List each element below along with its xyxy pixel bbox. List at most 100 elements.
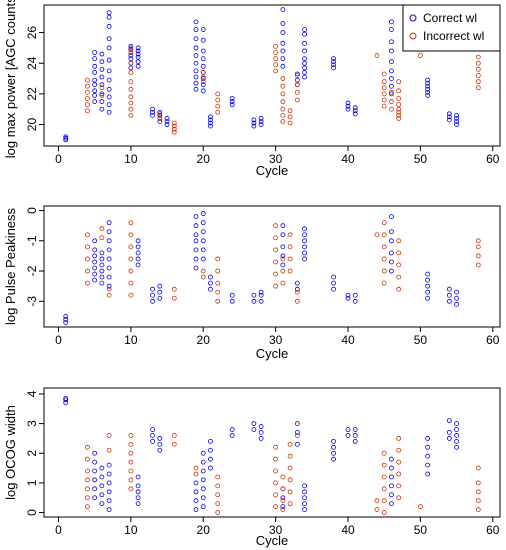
data-point bbox=[294, 433, 300, 438]
plot-frame bbox=[43, 205, 501, 328]
data-point bbox=[106, 462, 112, 468]
data-point bbox=[150, 427, 155, 432]
data-point bbox=[345, 433, 351, 438]
data-point bbox=[193, 465, 199, 471]
data-point bbox=[345, 100, 351, 106]
data-point bbox=[135, 48, 141, 54]
data-point bbox=[280, 474, 286, 480]
data-point bbox=[302, 501, 307, 507]
data-point bbox=[85, 495, 90, 501]
data-point bbox=[135, 59, 141, 65]
data-point bbox=[106, 247, 112, 253]
data-point bbox=[345, 295, 351, 301]
data-point bbox=[106, 68, 112, 74]
legend-entry: Correct wl bbox=[423, 11, 477, 25]
data-point bbox=[63, 134, 69, 140]
data-point bbox=[200, 504, 206, 510]
data-point bbox=[157, 441, 163, 447]
data-point bbox=[287, 441, 293, 447]
data-point bbox=[258, 289, 264, 295]
data-point bbox=[164, 119, 170, 124]
x-tick-label: 50 bbox=[414, 523, 428, 537]
data-point bbox=[128, 56, 134, 62]
data-point bbox=[106, 14, 112, 20]
data-point bbox=[215, 97, 221, 103]
data-point bbox=[294, 430, 300, 435]
data-point bbox=[135, 45, 141, 51]
data-point bbox=[294, 82, 300, 88]
data-point bbox=[396, 447, 402, 453]
data-point bbox=[381, 268, 387, 274]
data-point bbox=[99, 106, 105, 112]
data-point bbox=[475, 238, 481, 244]
data-point bbox=[200, 74, 206, 80]
data-point bbox=[193, 214, 199, 219]
data-point bbox=[200, 256, 206, 262]
data-point bbox=[157, 112, 163, 118]
data-point bbox=[135, 238, 141, 244]
data-point bbox=[302, 48, 307, 54]
data-point bbox=[99, 474, 105, 480]
data-point bbox=[374, 507, 380, 512]
data-point bbox=[302, 226, 307, 232]
data-point bbox=[280, 83, 286, 89]
data-point bbox=[106, 265, 112, 271]
data-point bbox=[128, 459, 134, 465]
data-point bbox=[150, 292, 155, 298]
data-point bbox=[85, 108, 90, 114]
data-point bbox=[302, 31, 307, 37]
data-point bbox=[273, 56, 279, 62]
data-point bbox=[215, 510, 221, 515]
data-point bbox=[200, 63, 206, 69]
data-point bbox=[215, 474, 221, 480]
data-point bbox=[128, 220, 134, 226]
data-point bbox=[135, 63, 141, 69]
data-point bbox=[396, 116, 402, 121]
data-point bbox=[425, 283, 431, 289]
data-point bbox=[454, 289, 459, 295]
data-point bbox=[302, 56, 307, 62]
data-point bbox=[425, 295, 431, 301]
data-point bbox=[352, 108, 358, 114]
data-point bbox=[128, 60, 134, 66]
data-point bbox=[258, 298, 264, 304]
data-point bbox=[157, 436, 163, 441]
data-point bbox=[352, 427, 358, 432]
data-point bbox=[150, 298, 155, 304]
data-point bbox=[200, 477, 206, 483]
data-point bbox=[106, 86, 112, 92]
data-point bbox=[381, 71, 387, 77]
data-point bbox=[208, 274, 213, 280]
data-point bbox=[106, 433, 112, 438]
data-point bbox=[331, 274, 336, 280]
data-point bbox=[63, 395, 69, 401]
data-point bbox=[273, 504, 279, 510]
x-tick-label: 40 bbox=[341, 152, 355, 166]
panel-pulse-peakiness: 0 10 20 30 40 50 60 -3 -2 -1 0 Cycle log Pulse Peaki… bbox=[3, 205, 501, 361]
legend-box bbox=[402, 4, 501, 52]
data-point bbox=[150, 438, 155, 444]
data-point bbox=[475, 60, 481, 66]
data-point bbox=[381, 85, 387, 91]
data-point bbox=[200, 88, 206, 94]
data-point bbox=[273, 271, 279, 277]
data-point bbox=[193, 238, 199, 244]
data-point bbox=[215, 298, 221, 304]
data-point bbox=[99, 82, 105, 88]
data-point bbox=[193, 223, 199, 229]
data-point bbox=[92, 253, 98, 259]
data-point bbox=[92, 486, 98, 492]
data-point bbox=[215, 492, 221, 498]
data-point bbox=[251, 421, 257, 426]
data-point bbox=[99, 280, 105, 286]
data-point bbox=[446, 286, 452, 292]
data-point bbox=[381, 474, 387, 480]
data-point bbox=[280, 498, 286, 504]
data-point bbox=[389, 91, 394, 97]
data-point bbox=[287, 232, 293, 238]
data-point bbox=[85, 256, 90, 262]
x-tick-label: 30 bbox=[269, 152, 283, 166]
data-point bbox=[92, 82, 98, 88]
data-point bbox=[92, 63, 98, 69]
